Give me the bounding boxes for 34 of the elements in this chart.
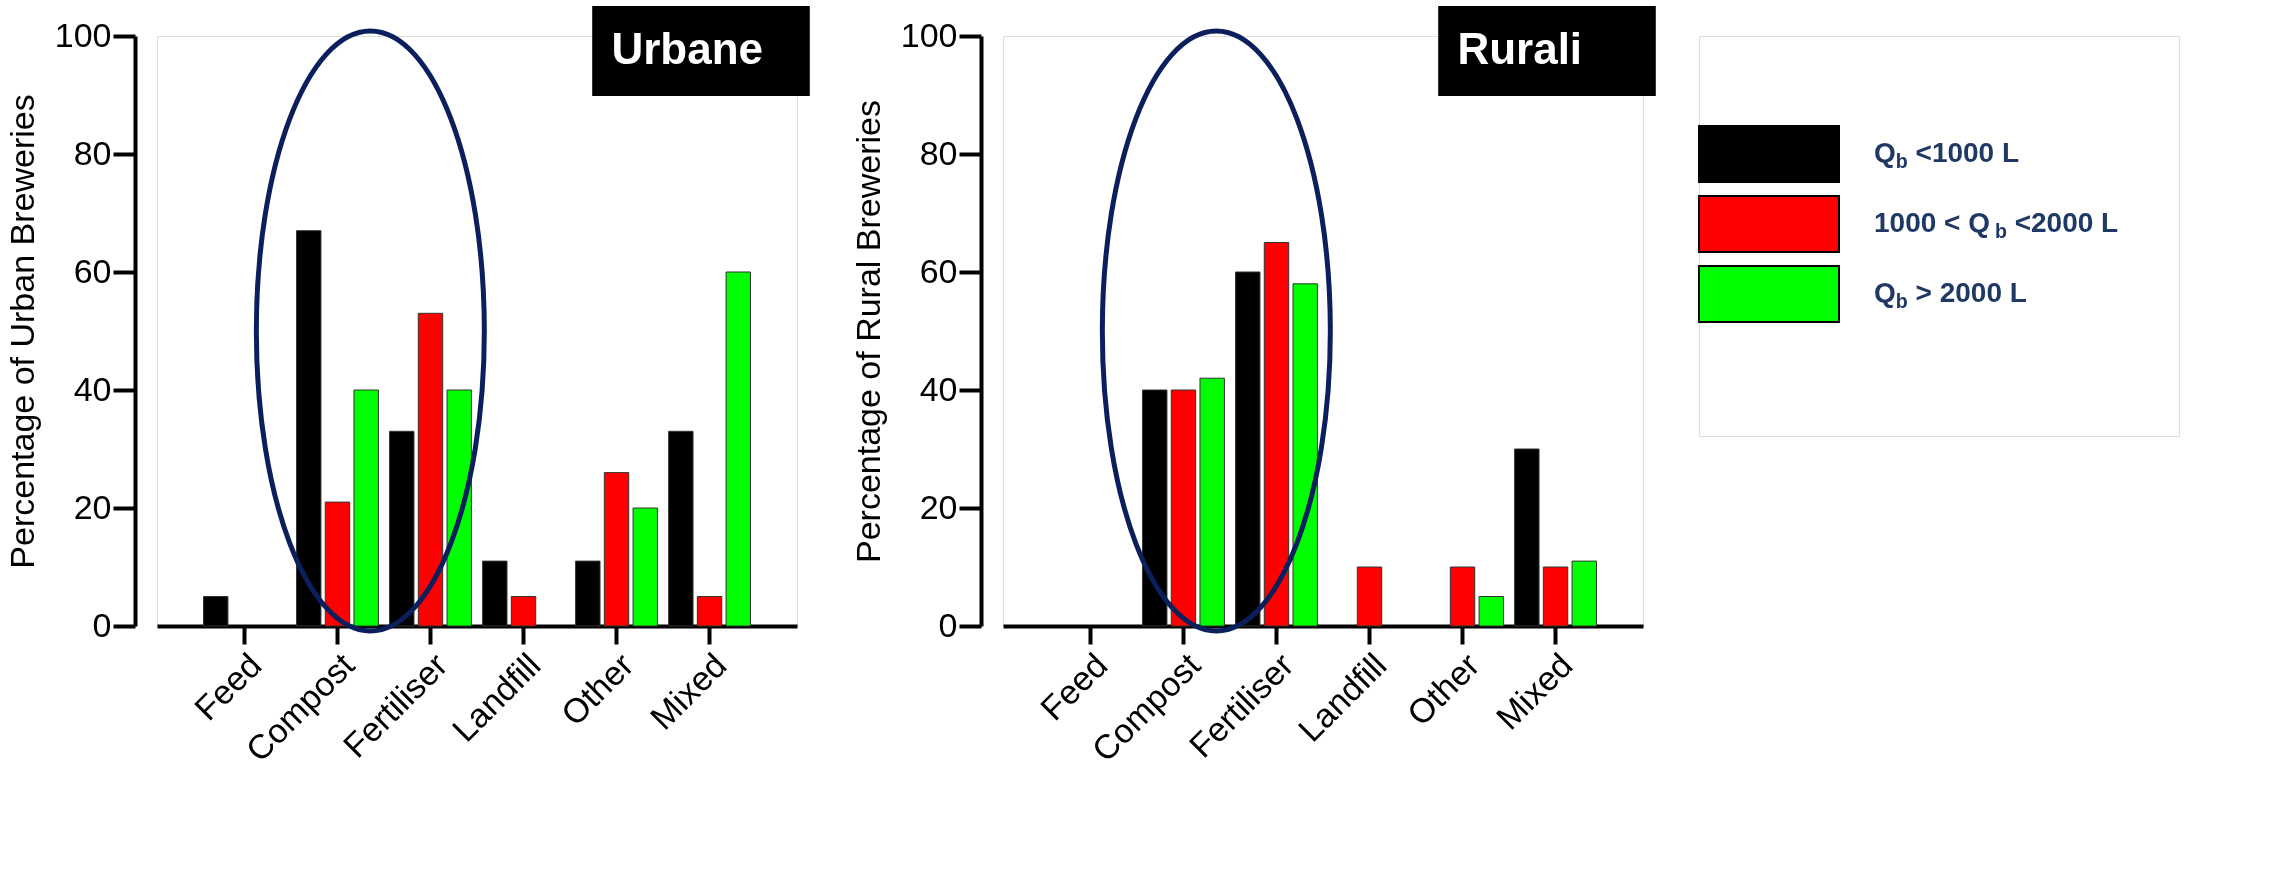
bar — [1170, 389, 1197, 627]
y-tick-label: 60 — [73, 251, 112, 290]
bar — [1449, 566, 1476, 627]
bar — [1292, 283, 1318, 627]
bar — [1263, 242, 1290, 627]
y-tick-label: 60 — [919, 251, 958, 290]
y-axis-title: Percentage of Rural Breweries — [848, 99, 887, 564]
y-tick-label: 20 — [73, 487, 112, 526]
bar — [696, 596, 723, 627]
bar — [725, 271, 751, 627]
y-tick-label: 40 — [919, 369, 958, 408]
chart-title: Rurali — [1457, 24, 1583, 73]
y-tick-label: 0 — [92, 605, 112, 644]
bar — [1356, 566, 1383, 627]
bar — [510, 596, 537, 627]
y-axis-title: Percentage of Urban Breweries — [2, 94, 41, 569]
bar — [417, 312, 444, 627]
y-tick-label: 100 — [54, 15, 112, 54]
y-tick-label: 40 — [73, 369, 112, 408]
y-tick-label: 100 — [900, 15, 958, 54]
bar — [324, 501, 351, 627]
y-tick-label: 0 — [938, 605, 958, 644]
bar — [1571, 560, 1597, 627]
chart-title: Urbane — [611, 24, 763, 73]
bar — [446, 389, 472, 627]
bar — [632, 507, 658, 627]
y-tick-label: 20 — [919, 487, 958, 526]
bar — [353, 389, 379, 627]
bar — [1478, 596, 1504, 627]
bar — [1542, 566, 1569, 627]
bar — [1199, 377, 1225, 627]
bar — [603, 472, 630, 627]
y-tick-label: 80 — [73, 133, 112, 172]
y-tick-label: 80 — [919, 133, 958, 172]
